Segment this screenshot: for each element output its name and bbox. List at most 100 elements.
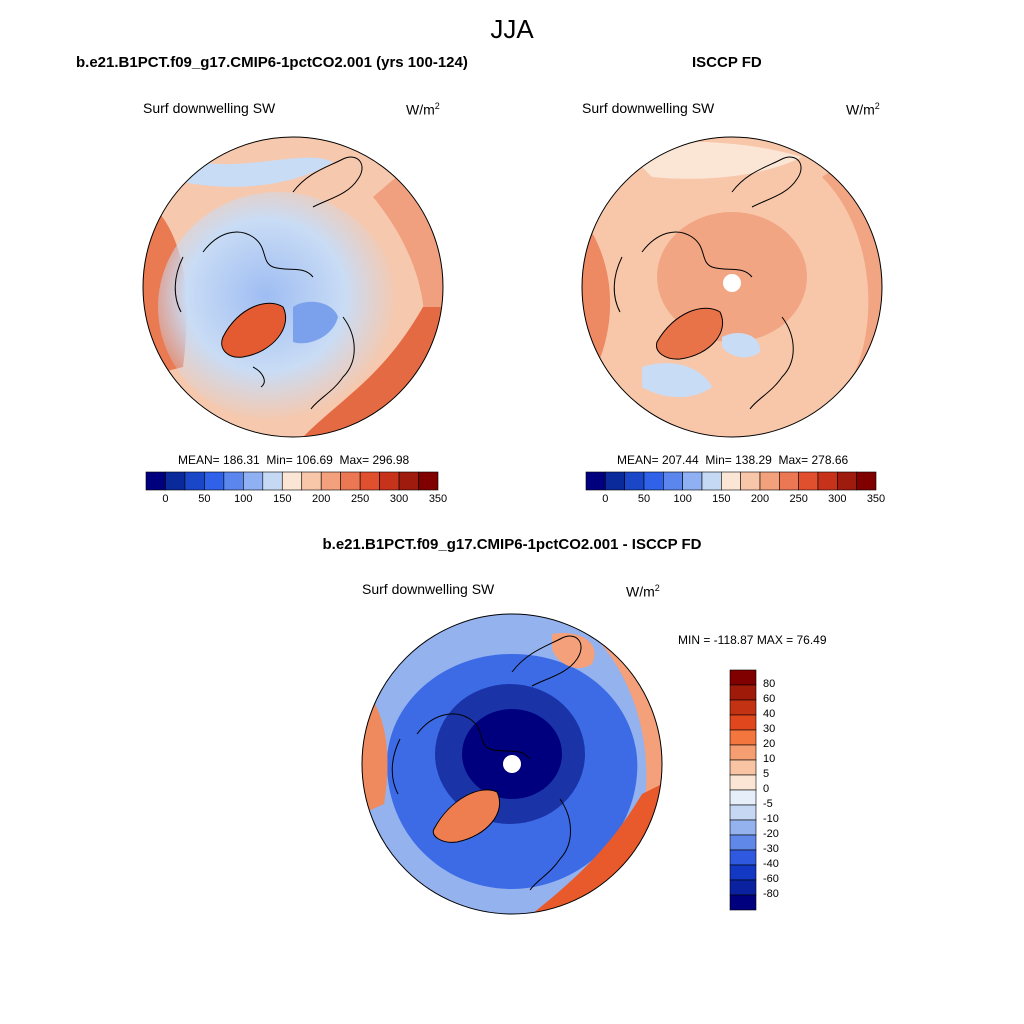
model-colorbar-swatch [145,471,166,491]
obs-colorbar-ticks: 0 50 100 150 200 250 300 350 [586,493,885,507]
obs-colorbar-swatch [701,471,722,491]
diff-colorbar-tick: 30 [763,723,776,735]
obs-pole-hole [723,274,741,292]
model-colorbar-swatch [223,471,244,491]
obs-colorbar-swatch [817,471,838,491]
model-colorbar-ticks: 0 50 100 150 200 250 300 350 [146,493,447,507]
obs-colorbar-swatch [856,471,877,491]
model-colorbar-swatch [204,471,225,491]
obs-panel-title: ISCCP FD [692,54,762,71]
obs-colorbar-swatch [779,471,799,491]
obs-units-label: W/m2 [846,101,880,118]
model-colorbar-tick: 50 [198,493,211,505]
diff-colorbar-swatch [729,894,757,911]
diff-stats: MIN = -118.87 MAX = 76.49 [678,633,827,647]
model-colorbar-swatch [243,471,264,491]
obs-colorbar-swatch [605,471,625,491]
model-colorbar-tick: 150 [273,493,292,505]
diff-region-center [462,709,562,799]
model-region-greenland [221,303,286,358]
obs-colorbar-tick: 250 [789,493,808,505]
obs-colorbar-tick: 0 [602,493,609,505]
model-variable-label: Surf downwelling SW [143,100,276,116]
diff-colorbar-swatch [729,699,757,716]
obs-region-lowblue [642,363,712,398]
model-colorbar-swatch [320,471,341,491]
model-colorbar-swatch [340,471,361,491]
model-region-east [293,137,443,437]
model-region-north [183,157,333,187]
diff-colorbar-tick: 20 [763,738,776,750]
diff-panel-title: b.e21.B1PCT.f09_g17.CMIP6-1pctCO2.001 - … [322,536,702,553]
diff-colorbar-tick: 0 [763,783,770,795]
diff-colorbar-swatch [729,729,757,746]
model-colorbar-tick: 350 [428,493,448,505]
model-stats: MEAN= 186.31 Min= 106.69 Max= 296.98 [178,453,410,467]
diff-colorbar-swatch [729,759,757,776]
diff-pole-hole [503,755,521,773]
model-colorbar-tick: 100 [234,493,253,505]
model-units-label: W/m2 [406,101,440,118]
obs-colorbar-swatch [721,471,741,491]
diff-colorbar-swatch [729,834,757,851]
obs-colorbar-tick: 50 [637,493,651,505]
diff-polar-map [361,613,663,915]
diff-coastlines [391,635,582,891]
model-colorbar-swatch [262,471,283,491]
model-region-low [293,301,338,344]
obs-colorbar-swatch [798,471,819,491]
diff-colorbar-tick: 80 [763,678,776,690]
obs-colorbar-swatch [585,471,606,491]
obs-region-lowblue2 [722,332,761,358]
model-colorbar-swatch [165,471,186,491]
model-polar-map [142,136,444,438]
model-colorbar-swatch [398,471,419,491]
diff-colorbar-swatch [729,744,757,761]
model-colorbar-swatch [301,471,322,491]
obs-colorbar-swatch [624,471,645,491]
obs-colorbar-swatch [740,471,761,491]
obs-colorbar [585,471,877,491]
model-colorbar [145,471,439,491]
model-map-border [142,136,444,438]
model-panel-title: b.e21.B1PCT.f09_g17.CMIP6-1pctCO2.001 (y… [76,54,468,71]
obs-colorbar-swatch [643,471,664,491]
diff-colorbar-tick: -80 [763,888,779,900]
diff-units-label: W/m2 [626,583,660,600]
obs-coastlines [613,156,802,410]
model-colorbar-swatch [281,471,303,491]
diff-colorbar-swatch [729,684,757,701]
obs-stats: MEAN= 207.44 Min= 138.29 Max= 278.66 [617,453,849,467]
diff-colorbar-tick: -5 [763,798,773,810]
obs-polar-map [581,136,883,438]
obs-variable-label: Surf downwelling SW [582,100,715,116]
diff-colorbar-swatch [729,669,757,686]
diff-colorbar-tick: -40 [763,858,779,870]
model-coastlines [174,156,363,410]
model-colorbar-tick: 250 [350,493,370,505]
diff-colorbar-tick: -10 [763,813,779,825]
diff-region-ne [552,633,595,669]
diff-colorbar-tick: 10 [763,753,776,765]
model-colorbar-swatch [418,471,439,491]
diff-colorbar-swatch [729,864,757,881]
obs-colorbar-tick: 300 [828,493,847,505]
diff-colorbar-swatch [729,849,757,866]
obs-colorbar-swatch [837,471,857,491]
obs-colorbar-tick: 100 [673,493,692,505]
diff-colorbar [729,669,757,911]
diff-map-border [361,613,663,915]
obs-colorbar-tick: 150 [712,493,731,505]
obs-map-border [581,136,883,438]
obs-colorbar-swatch [663,471,683,491]
diff-variable-label: Surf downwelling SW [362,581,495,597]
model-colorbar-tick: 200 [312,493,331,505]
model-colorbar-swatch [379,471,400,491]
diff-colorbar-swatch [729,714,757,731]
diff-colorbar-tick: 5 [763,768,770,780]
obs-colorbar-tick: 350 [866,493,886,505]
obs-region-greenland [656,308,723,360]
diff-colorbar-swatch [729,804,757,821]
diff-colorbar-swatch [729,819,757,836]
diff-colorbar-swatch [729,774,757,791]
